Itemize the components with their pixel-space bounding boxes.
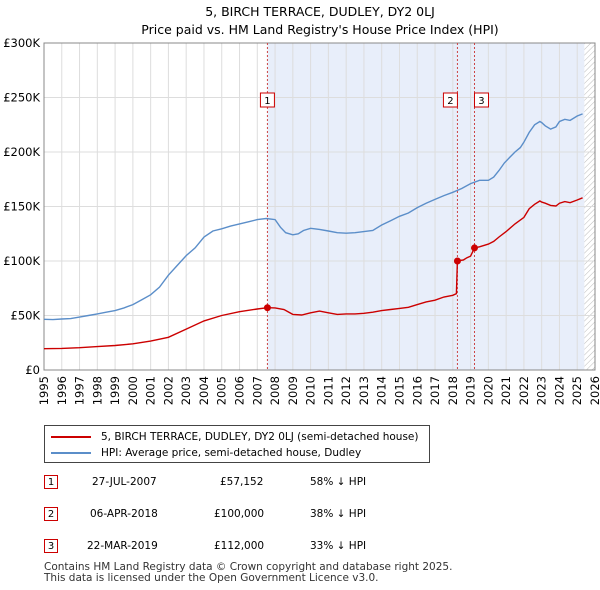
x-tick-label: 2010 [304, 376, 318, 405]
hpi-series-line [43, 113, 583, 321]
y-tick-label: £50K [11, 309, 41, 323]
legend-item-hpi: HPI: Average price, semi-detached house,… [51, 445, 361, 461]
sale-point [453, 257, 461, 265]
x-tick-label: 2019 [464, 376, 478, 405]
chart-subtitle: Price paid vs. HM Land Registry's House … [141, 22, 498, 37]
legend-label-hpi: HPI: Average price, semi-detached house,… [101, 447, 362, 459]
transaction-row: 1 27-JUL-2007 £57,152 58% ↓ HPI [44, 475, 444, 491]
x-tick-label: 2020 [481, 376, 495, 405]
legend-item-property: 5, BIRCH TERRACE, DUDLEY, DY2 0LJ (semi-… [51, 429, 418, 445]
x-tick-label: 2025 [570, 376, 584, 405]
x-tick-label: 1999 [108, 376, 122, 405]
y-tick-label: £150K [3, 200, 40, 214]
y-tick-label: £0 [25, 363, 40, 377]
x-tick-label: 1995 [37, 376, 51, 405]
x-tick-label: 2007 [250, 376, 264, 405]
transaction-date: 27-JUL-2007 [92, 476, 157, 488]
chart-title: 5, BIRCH TERRACE, DUDLEY, DY2 0LJ [205, 4, 435, 19]
sale-marker-label: 2 [442, 92, 458, 108]
x-tick-label: 2013 [357, 376, 371, 405]
x-tick-label: 2001 [144, 376, 158, 405]
x-tick-label: 2009 [286, 376, 300, 405]
transaction-price: £112,000 [214, 540, 265, 552]
y-tick-label: £100K [3, 254, 40, 268]
sale-point [263, 304, 271, 312]
legend-label-property: 5, BIRCH TERRACE, DUDLEY, DY2 0LJ (semi-… [101, 431, 419, 443]
legend-swatch-hpi [51, 452, 91, 454]
x-tick-label: 2024 [552, 376, 566, 405]
transaction-row: 2 06-APR-2018 £100,000 38% ↓ HPI [44, 507, 444, 523]
sale-marker-label: 1 [259, 92, 275, 108]
x-tick-label: 2014 [375, 376, 389, 405]
y-tick-label: £250K [3, 91, 40, 105]
x-tick-label: 2004 [197, 376, 211, 405]
footer-line-2: This data is licensed under the Open Gov… [44, 572, 379, 584]
legend-swatch-property [51, 436, 91, 438]
x-tick-label: 1997 [73, 376, 87, 405]
svg-text:2: 2 [447, 96, 453, 107]
x-tick-label: 2005 [215, 376, 229, 405]
transaction-number: 3 [44, 539, 58, 553]
plot-border [43, 42, 596, 371]
transaction-date: 22-MAR-2019 [87, 540, 158, 552]
x-tick-label: 1996 [55, 376, 69, 405]
svg-text:1: 1 [264, 96, 270, 107]
footer-attribution: Contains HM Land Registry data © Crown c… [44, 562, 452, 584]
x-tick-label: 2006 [233, 376, 247, 405]
sale-point [470, 244, 478, 252]
chart-legend: 5, BIRCH TERRACE, DUDLEY, DY2 0LJ (semi-… [44, 425, 430, 463]
x-tick-label: 2015 [392, 376, 406, 405]
y-tick-label: £300K [3, 36, 40, 50]
x-tick-label: 2008 [268, 376, 282, 405]
svg-text:3: 3 [478, 96, 484, 107]
x-tick-label: 2021 [499, 376, 513, 405]
x-tick-label: 2023 [535, 376, 549, 405]
sale-marker-label: 3 [473, 92, 489, 108]
transaction-price: £100,000 [214, 508, 265, 520]
x-tick-label: 2011 [321, 376, 335, 405]
footer-line-1: Contains HM Land Registry data © Crown c… [44, 561, 453, 573]
x-tick-label: 2017 [428, 376, 442, 405]
transaction-hpi: 58% ↓ HPI [310, 476, 367, 488]
transaction-number: 1 [44, 475, 58, 489]
x-tick-label: 2026 [588, 376, 600, 405]
transaction-number: 2 [44, 507, 58, 521]
transaction-price: £57,152 [220, 476, 264, 488]
property-series-line [43, 197, 583, 350]
transaction-date: 06-APR-2018 [90, 508, 158, 520]
x-tick-label: 2002 [161, 376, 175, 405]
x-tick-label: 2018 [446, 376, 460, 405]
x-tick-label: 2003 [179, 376, 193, 405]
x-tick-label: 2016 [410, 376, 424, 405]
x-tick-label: 2000 [126, 376, 140, 405]
x-tick-label: 1998 [90, 376, 104, 405]
x-tick-label: 2022 [517, 376, 531, 405]
transaction-hpi: 38% ↓ HPI [310, 508, 367, 520]
transaction-row: 3 22-MAR-2019 £112,000 33% ↓ HPI [44, 539, 444, 555]
y-tick-label: £200K [3, 145, 40, 159]
x-tick-label: 2012 [339, 376, 353, 405]
price-chart: 5, BIRCH TERRACE, DUDLEY, DY2 0LJ Price … [3, 4, 600, 405]
transaction-hpi: 33% ↓ HPI [310, 540, 367, 552]
